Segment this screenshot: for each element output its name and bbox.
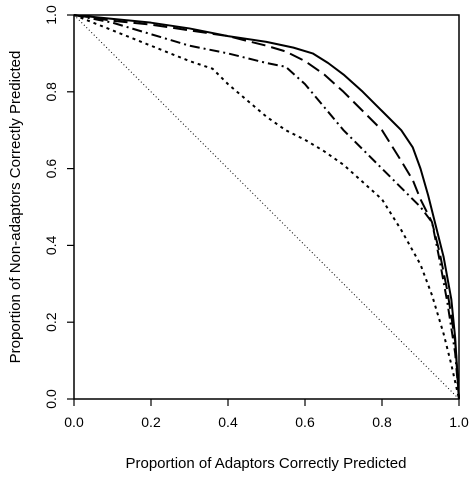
series-line-reference-dotted [73,14,460,400]
x-tick-label: 0.8 [372,414,392,430]
series-line-long-dash [73,14,460,400]
x-tick-label: 1.0 [449,414,469,430]
y-axis-label: Proportion of Non-adaptors Correctly Pre… [7,51,24,364]
series-layer [73,14,460,400]
series-line-dotted [73,14,460,400]
series-line-solid [73,14,460,400]
y-tick-label: 1.0 [43,5,59,25]
x-tick-label: 0.2 [141,414,161,430]
x-tick-label: 0.0 [64,414,84,430]
y-tick-label: 0.8 [43,82,59,102]
y-tick-label: 0.6 [43,159,59,179]
x-axis-label: Proportion of Adaptors Correctly Predict… [126,455,407,472]
series-line-dash-dot [73,14,460,400]
y-tick-label: 0.4 [43,235,59,255]
axis-layer: 0.0 0.2 0.4 0.6 0.8 1.0 0.0 0.2 0.4 0.6 0.8 1.0 [43,5,469,430]
y-tick-label: 0.2 [43,312,59,332]
plot-frame [73,14,460,400]
y-tick-label: 0.0 [43,389,59,409]
x-tick-label: 0.4 [218,414,238,430]
x-tick-label: 0.6 [295,414,315,430]
